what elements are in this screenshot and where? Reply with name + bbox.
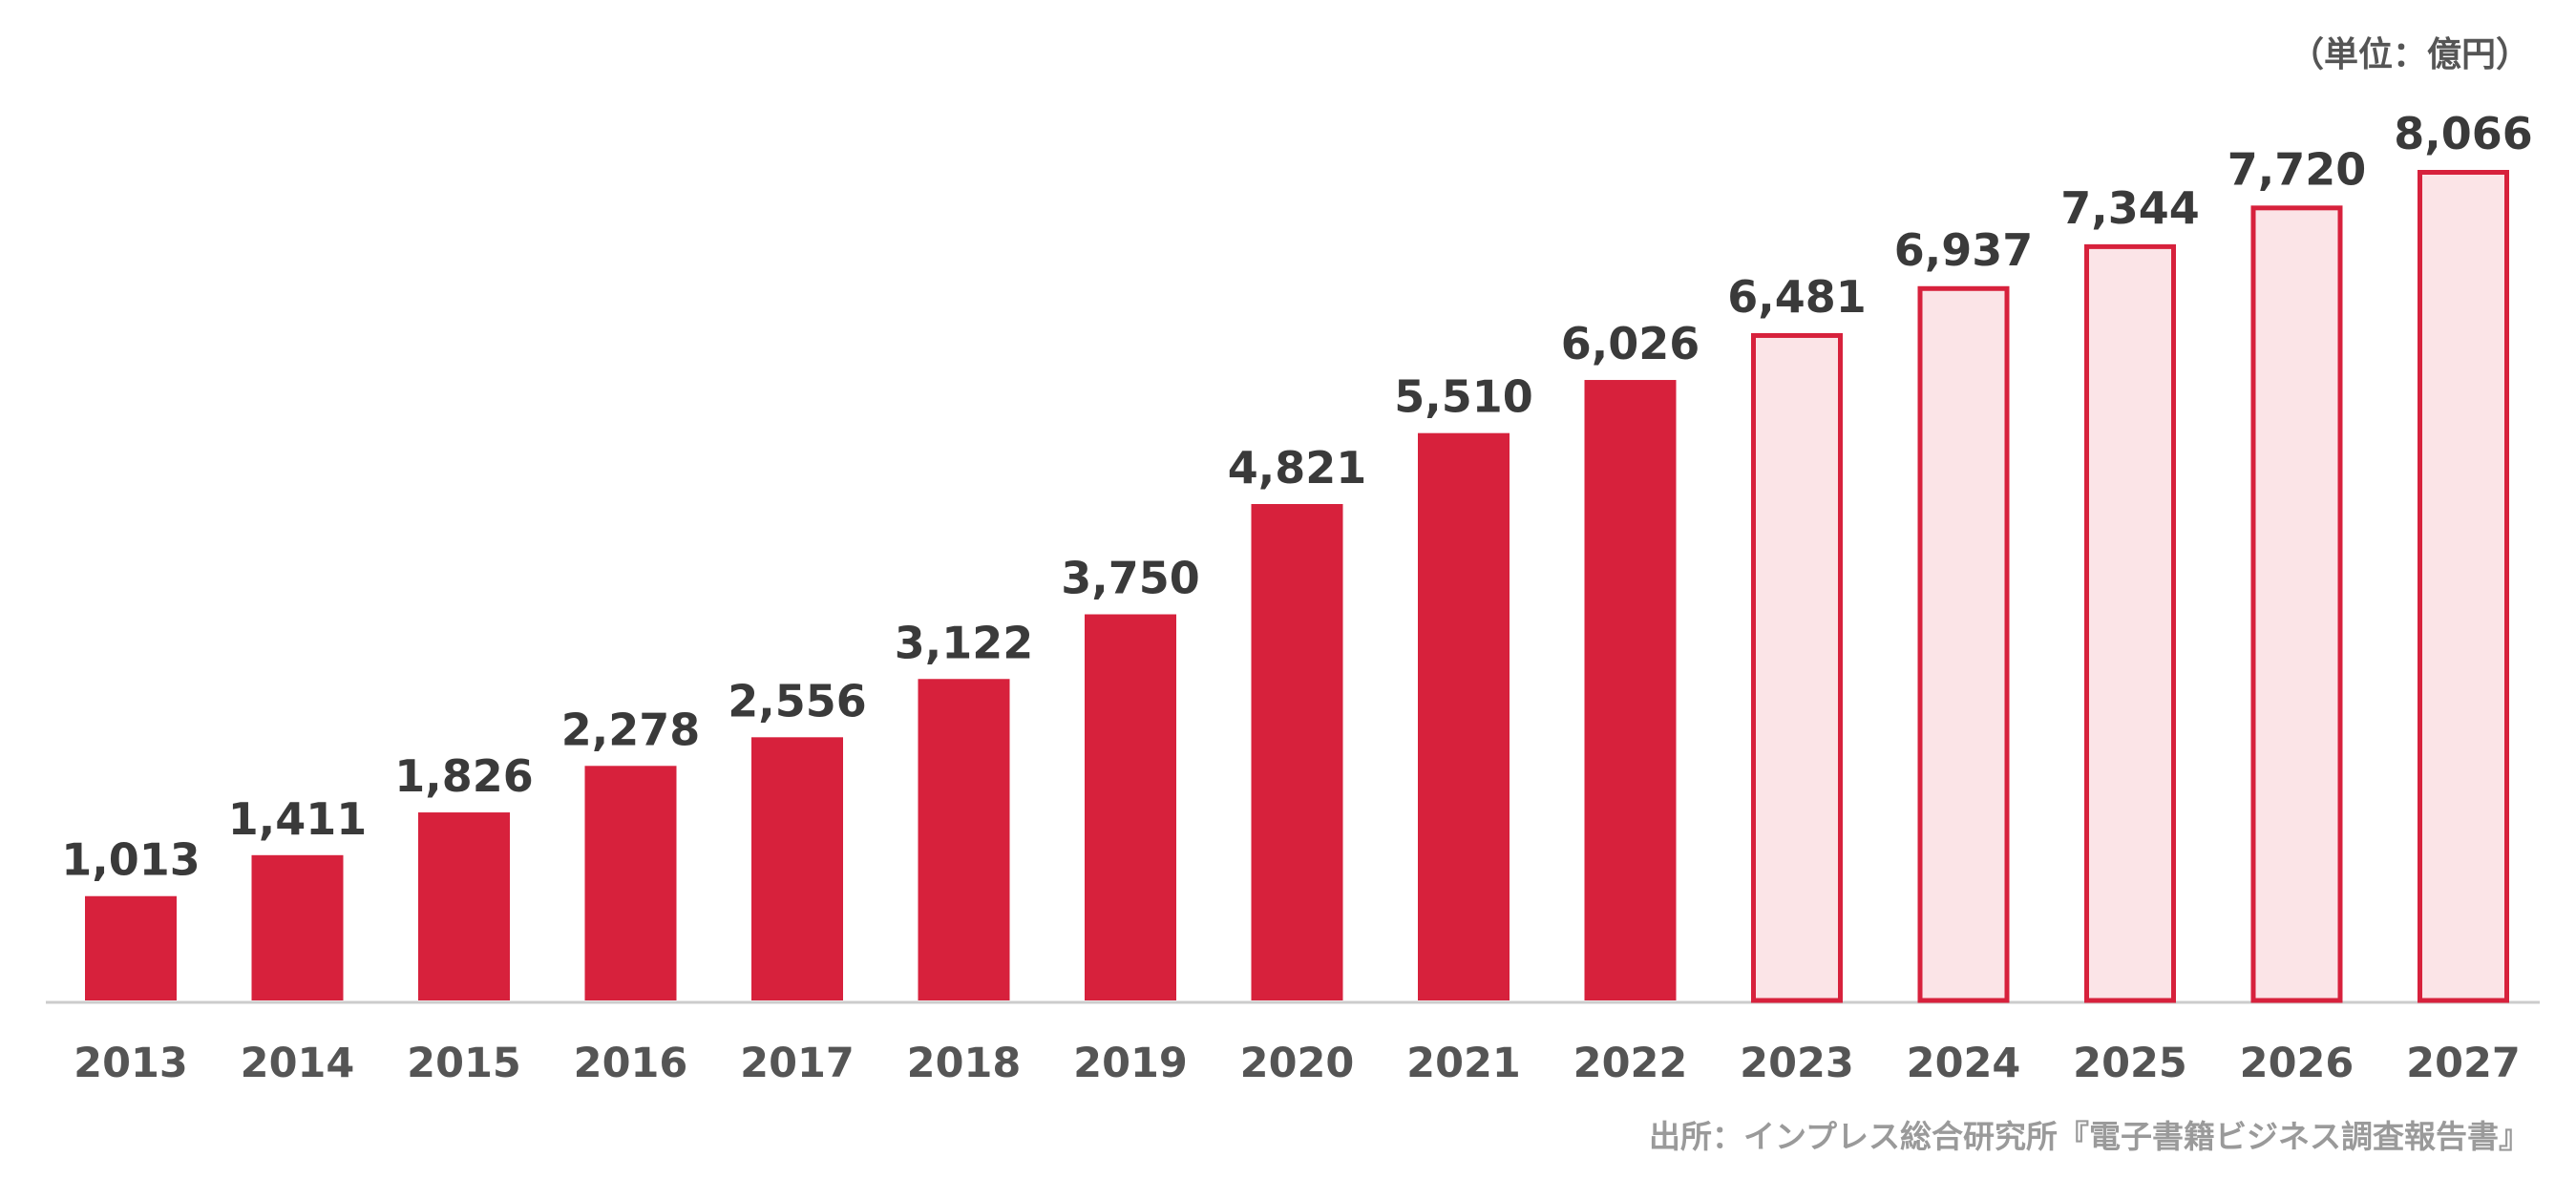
bar-2013 [85,895,177,1000]
x-tick-label-2027: 2027 [2406,1040,2521,1087]
x-tick-label-2026: 2026 [2240,1040,2354,1087]
bar-2020 [1251,504,1343,1000]
bar-2015 [418,812,510,1000]
bar-2017 [751,737,843,1000]
bar-2021 [1418,432,1510,1000]
bar-2016 [584,766,677,1000]
bars-group [85,170,2509,1003]
source-label: 出所：インプレス総合研究所『電子書籍ビジネス調査報告書』 [1648,1118,2530,1155]
value-label-2016: 2,278 [561,704,701,755]
x-tick-label-2016: 2016 [574,1040,688,1087]
x-tick-label-2023: 2023 [1740,1040,1854,1087]
value-label-2026: 7,720 [2228,143,2367,195]
value-label-2022: 6,026 [1561,318,1700,369]
x-tick-label-2018: 2018 [907,1040,1022,1087]
x-tick-label-2019: 2019 [1073,1040,1188,1087]
x-tick-label-2022: 2022 [1573,1040,1688,1087]
x-tick-label-2025: 2025 [2073,1040,2187,1087]
bar-2027 [2418,170,2509,1003]
value-label-2025: 7,344 [2060,182,2200,234]
value-label-2017: 2,556 [728,675,867,726]
value-label-2023: 6,481 [1727,271,1867,323]
x-tick-label-2013: 2013 [74,1040,188,1087]
bar-2019 [1085,614,1176,1000]
value-label-2015: 1,826 [394,750,534,802]
value-label-2021: 5,510 [1394,371,1533,423]
x-tick-label-2015: 2015 [407,1040,521,1087]
bar-2014 [251,854,344,1000]
value-labels-group: 1,013 1,411 1,826 2,278 2,556 3,122 3,750 4,821… [61,108,2533,886]
bar-2018 [918,679,1010,1000]
bar-2023 [1751,332,1843,1003]
bar-2022 [1584,380,1677,1001]
value-label-2020: 4,821 [1228,442,1367,494]
value-label-2024: 6,937 [1894,224,2034,276]
value-label-2013: 1,013 [61,834,201,886]
value-label-2018: 3,122 [895,617,1034,668]
x-tick-label-2021: 2021 [1406,1040,1521,1087]
value-label-2019: 3,750 [1061,553,1200,604]
x-tick-labels-group: 2013 2014 2015 2016 2017 2018 2019 2020 2021 2022… [74,1040,2521,1087]
x-tick-label-2024: 2024 [1907,1040,2021,1087]
x-tick-label-2014: 2014 [241,1040,355,1087]
x-tick-label-2017: 2017 [740,1040,855,1087]
x-tick-label-2020: 2020 [1240,1040,1355,1087]
bar-2026 [2250,205,2343,1003]
value-label-2027: 8,066 [2394,108,2533,159]
bar-2024 [1917,285,2010,1003]
bar-2025 [2084,243,2176,1003]
unit-label: （単位：億円） [2289,35,2530,74]
value-label-2014: 1,411 [228,793,368,845]
